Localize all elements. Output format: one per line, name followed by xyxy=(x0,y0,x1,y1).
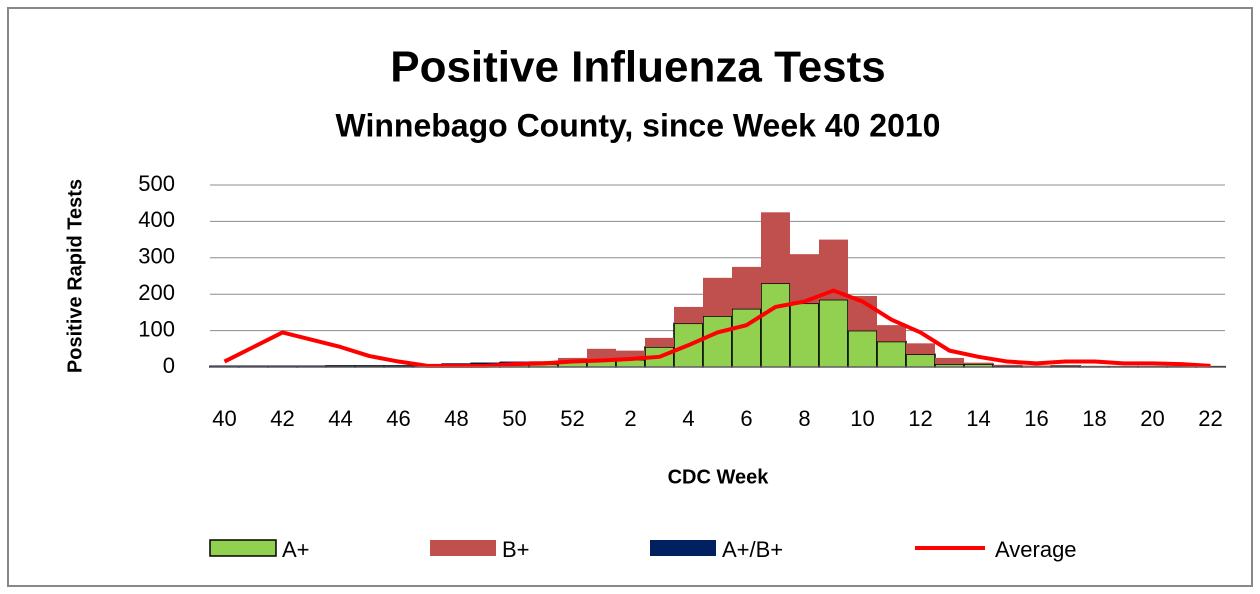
bar xyxy=(877,325,906,342)
legend-label: Average xyxy=(995,537,1077,562)
bar xyxy=(876,340,907,368)
bar xyxy=(789,302,820,368)
x-tick-label: 46 xyxy=(386,406,410,431)
legend-swatch xyxy=(430,540,496,556)
legend-label: B+ xyxy=(502,537,530,562)
x-tick-label: 2 xyxy=(624,406,636,431)
x-tick-label: 6 xyxy=(740,406,752,431)
bar xyxy=(702,315,733,368)
bar xyxy=(847,329,878,368)
x-tick-label: 10 xyxy=(850,406,874,431)
bar xyxy=(732,266,761,309)
bar xyxy=(442,363,471,365)
x-tick-label: 44 xyxy=(328,406,352,431)
x-tick-label: 14 xyxy=(966,406,990,431)
y-tick-label: 200 xyxy=(138,280,175,305)
bar xyxy=(760,282,791,368)
y-tick-label: 300 xyxy=(138,244,175,269)
x-tick-label: 42 xyxy=(270,406,294,431)
bar xyxy=(964,362,993,365)
line xyxy=(223,288,1211,368)
chart-frame xyxy=(7,7,1253,587)
x-tick-label: 50 xyxy=(502,406,526,431)
bar xyxy=(500,361,529,363)
bar xyxy=(818,298,849,368)
x-tick-label: 20 xyxy=(1140,406,1164,431)
y-axis-title: Positive Rapid Tests xyxy=(64,179,86,373)
bar xyxy=(674,306,703,324)
y-tick-label: 100 xyxy=(138,316,175,341)
legend-label: A+/B+ xyxy=(722,537,783,562)
bar xyxy=(471,362,500,364)
x-tick-label: 52 xyxy=(560,406,584,431)
x-tick-label: 18 xyxy=(1082,406,1106,431)
bar xyxy=(587,348,616,360)
x-tick-label: 48 xyxy=(444,406,468,431)
x-tick-label: 8 xyxy=(798,406,810,431)
x-axis-title: CDC Week xyxy=(668,466,770,488)
bar xyxy=(906,343,935,355)
y-tick-label: 0 xyxy=(163,353,175,378)
bar xyxy=(993,364,1022,366)
chart-title: Positive Influenza Tests xyxy=(390,43,886,92)
bar xyxy=(1022,365,1051,367)
bar xyxy=(790,254,819,304)
bar xyxy=(645,337,674,347)
x-tick-label: 4 xyxy=(682,406,694,431)
chart-subtitle: Winnebago County, since Week 40 2010 xyxy=(336,107,941,143)
bar xyxy=(905,353,936,368)
bar xyxy=(761,212,790,284)
y-tick-label: 500 xyxy=(138,171,175,196)
bar xyxy=(703,277,732,317)
bar xyxy=(935,357,964,365)
x-tick-label: 12 xyxy=(908,406,932,431)
legend-swatch xyxy=(650,540,716,556)
x-tick-label: 16 xyxy=(1024,406,1048,431)
bar xyxy=(616,350,645,360)
x-tick-label: 40 xyxy=(212,406,236,431)
legend-swatch xyxy=(209,539,277,557)
x-tick-label: 22 xyxy=(1198,406,1222,431)
legend-label: A+ xyxy=(282,537,310,562)
bar xyxy=(1051,365,1080,366)
y-tick-label: 400 xyxy=(138,207,175,232)
